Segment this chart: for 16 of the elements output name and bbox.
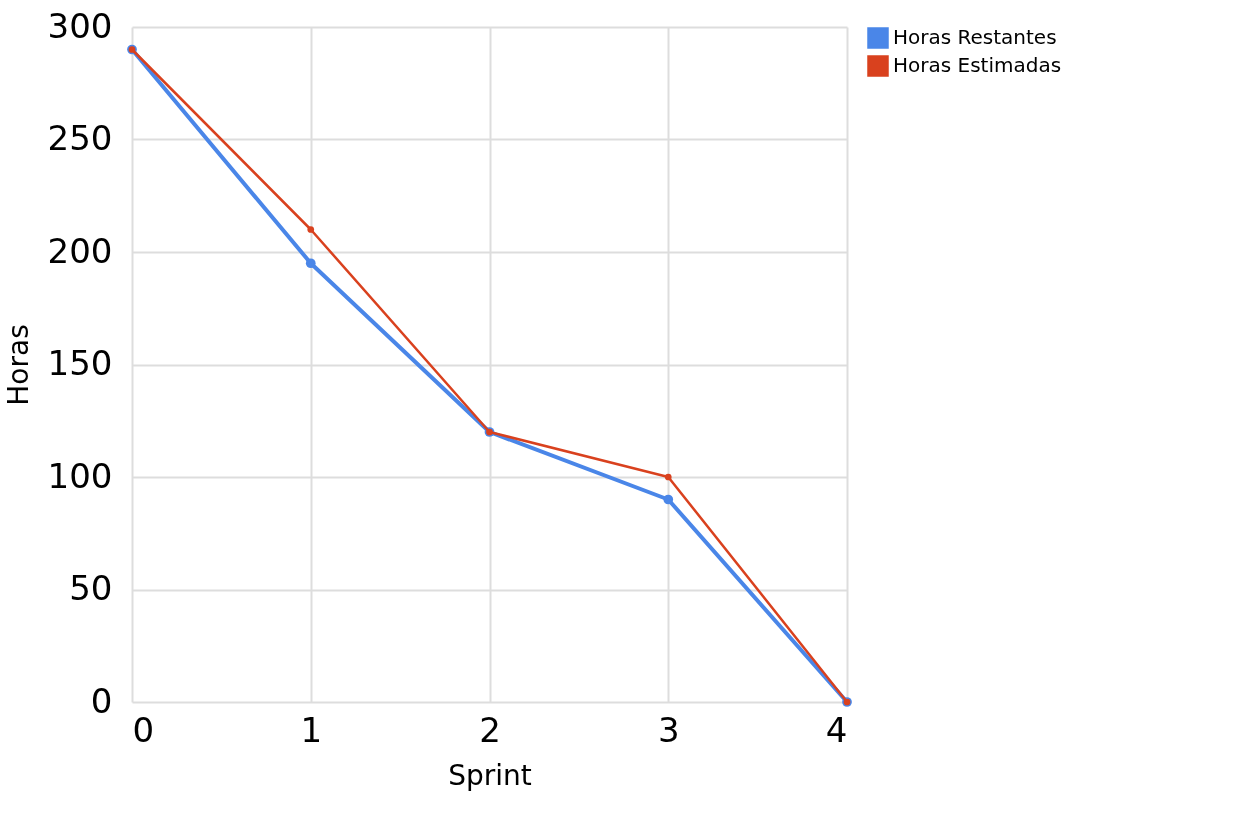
y-tick-label: 150: [47, 343, 113, 383]
y-tick-label: 200: [47, 230, 113, 271]
legend-label: Horas Restantes: [893, 25, 1057, 49]
legend-label: Horas Estimadas: [893, 53, 1062, 77]
y-tick-label: 50: [69, 568, 113, 608]
x-axis-title: Sprint: [448, 758, 532, 792]
x-tick-label: 0: [132, 709, 155, 750]
x-tick-label: 1: [300, 709, 323, 750]
y-axis-title: Horas: [1, 324, 35, 406]
y-tick-label: 0: [90, 680, 113, 721]
y-tick-label: 100: [47, 455, 113, 496]
y-tick-label: 250: [47, 118, 113, 158]
x-tick-label: 3: [657, 709, 680, 750]
x-tick-label: 4: [825, 709, 848, 750]
x-tick-label: 2: [479, 709, 501, 750]
y-tick-label: 300: [47, 5, 113, 46]
